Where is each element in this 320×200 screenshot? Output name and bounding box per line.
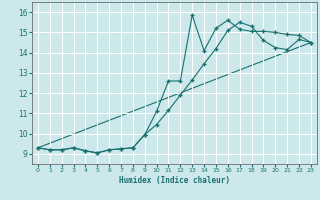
X-axis label: Humidex (Indice chaleur): Humidex (Indice chaleur) [119, 176, 230, 185]
